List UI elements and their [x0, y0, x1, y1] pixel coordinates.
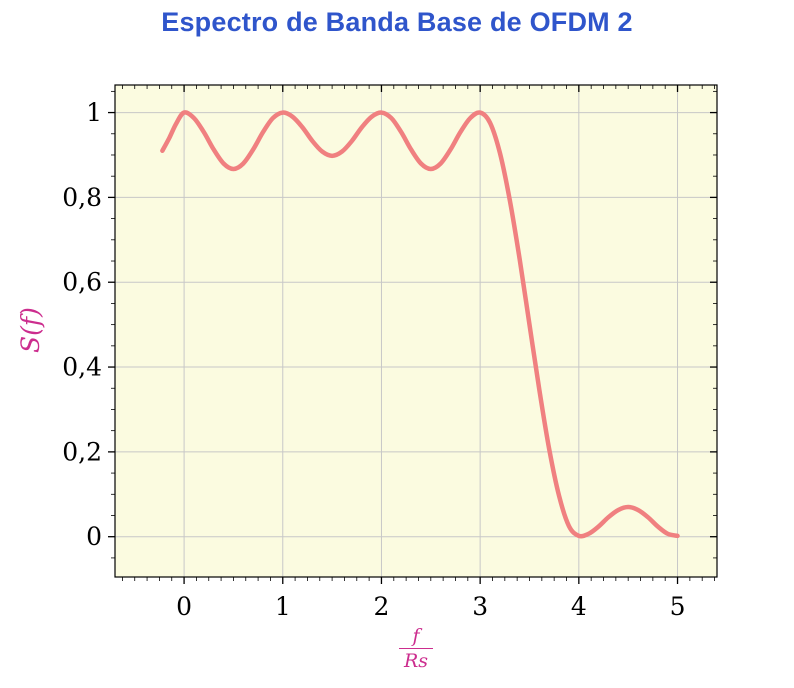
y-tick-label: 0,8 [62, 183, 102, 212]
x-axis-label: f Rs [384, 625, 448, 673]
y-tick-label: 0,4 [62, 353, 102, 382]
x-tick-label: 5 [670, 592, 686, 621]
y-tick-label: 0 [86, 522, 102, 551]
x-tick-label: 2 [374, 592, 390, 621]
y-tick-label: 0,6 [62, 268, 102, 297]
y-tick-label: 1 [86, 98, 102, 127]
axis-frame [114, 84, 718, 578]
gridlines [115, 85, 717, 577]
y-tick-labels: 0 0,2 0,4 0,6 0,8 1 [62, 98, 102, 551]
x-tick-labels: 0 1 2 3 4 5 [176, 592, 685, 621]
chart-title: Espectro de Banda Base de OFDM 2 [161, 7, 633, 37]
x-tick-label: 0 [176, 592, 192, 621]
minor-ticks [111, 85, 717, 581]
x-axis-fraction-numerator: f [412, 625, 420, 647]
spectrum-curve [160, 110, 680, 539]
x-axis-fraction-denominator: Rs [398, 648, 434, 673]
x-axis-fraction: f Rs [398, 625, 434, 673]
y-axis-label: S(f) [16, 307, 45, 353]
x-tick-label: 4 [571, 592, 587, 621]
x-tick-label: 1 [275, 592, 291, 621]
x-tick-label: 3 [472, 592, 488, 621]
plot-background [115, 85, 717, 577]
major-ticks [108, 85, 717, 584]
y-tick-label: 0,2 [62, 437, 102, 466]
